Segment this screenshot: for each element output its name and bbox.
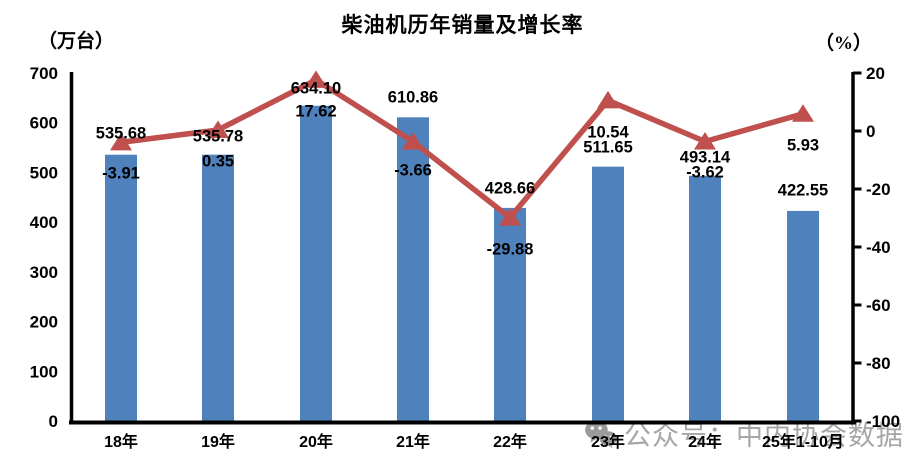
right-axis-tick-label: -100 — [866, 412, 900, 431]
sales-data-label: 535.78 — [193, 128, 243, 146]
line-marker-21年 — [402, 132, 424, 150]
line-marker-22年 — [499, 208, 521, 226]
line-marker-19年 — [207, 120, 229, 138]
growth-data-label: 5.93 — [787, 137, 819, 155]
left-axis-tick-label: 100 — [30, 362, 58, 381]
sales-data-label: 511.65 — [583, 139, 633, 157]
watermark-text: 公众号：中内协会数据 — [624, 421, 904, 451]
bar-19年 — [202, 154, 234, 423]
bar-23年 — [592, 166, 624, 424]
x-axis-label: 19年 — [201, 432, 235, 451]
sales-data-label: 535.68 — [96, 125, 146, 143]
sales-data-label: 610.86 — [388, 89, 438, 107]
left-axis-tick-label: 300 — [30, 263, 58, 282]
growth-line — [120, 77, 804, 221]
growth-data-label: 10.54 — [587, 124, 629, 142]
x-axis-label: 25年1-10月 — [762, 432, 844, 451]
growth-data-label: -3.66 — [394, 162, 432, 180]
growth-data-label: 0.35 — [202, 153, 234, 171]
left-axis-tick-label: 200 — [30, 313, 58, 332]
right-axis-tick-label: 0 — [866, 122, 875, 141]
chart-title: 柴油机历年销量及增长率 — [341, 13, 584, 37]
left-axis-tick-label: 700 — [30, 64, 58, 83]
line-marker-24年 — [694, 131, 716, 150]
right-axis-tick-label: -20 — [866, 180, 891, 199]
left-axis-unit-label: （万台） — [38, 31, 115, 52]
growth-data-label: -3.91 — [102, 165, 140, 183]
bar-25年1-10月 — [787, 210, 819, 423]
right-axis-tick-label: -40 — [866, 238, 891, 257]
sales-data-label: 428.66 — [485, 180, 535, 198]
left-axis-tick-label: 400 — [30, 213, 58, 232]
watermark: 公众号：中内协会数据 — [584, 414, 904, 453]
bar-24年 — [689, 175, 721, 423]
wechat-icon — [584, 419, 617, 448]
line-marker-23年 — [597, 90, 619, 109]
growth-data-label: 17.62 — [295, 103, 336, 121]
sales-data-label: 634.10 — [291, 80, 341, 98]
right-axis-unit-label: （%） — [815, 33, 873, 54]
left-axis-tick-label: 0 — [49, 412, 58, 431]
x-axis-label: 21年 — [396, 432, 430, 451]
x-axis-label: 18年 — [104, 432, 138, 451]
line-marker-20年 — [305, 70, 327, 88]
right-axis-tick-label: -60 — [866, 296, 891, 315]
x-axis-label: 22年 — [493, 432, 527, 451]
bar-21年 — [397, 117, 429, 424]
x-axis-label: 24年 — [688, 432, 722, 451]
right-axis-tick-label: 20 — [866, 64, 885, 83]
line-marker-18年 — [110, 132, 132, 151]
bar-20年 — [300, 105, 332, 423]
bar-18年 — [105, 154, 137, 423]
left-axis-tick-label: 500 — [30, 163, 58, 182]
left-axis-tick-label: 600 — [30, 114, 58, 133]
sales-data-label: 493.14 — [680, 149, 731, 167]
x-axis-label: 23年 — [591, 432, 625, 451]
growth-data-label: -29.88 — [487, 241, 534, 259]
bar-22年 — [494, 207, 526, 423]
growth-data-label: -3.62 — [686, 164, 724, 182]
sales-data-label: 422.55 — [778, 182, 828, 200]
x-axis-label: 20年 — [299, 432, 333, 451]
right-axis-tick-label: -80 — [866, 354, 891, 373]
line-marker-25年1-10月 — [792, 104, 814, 122]
